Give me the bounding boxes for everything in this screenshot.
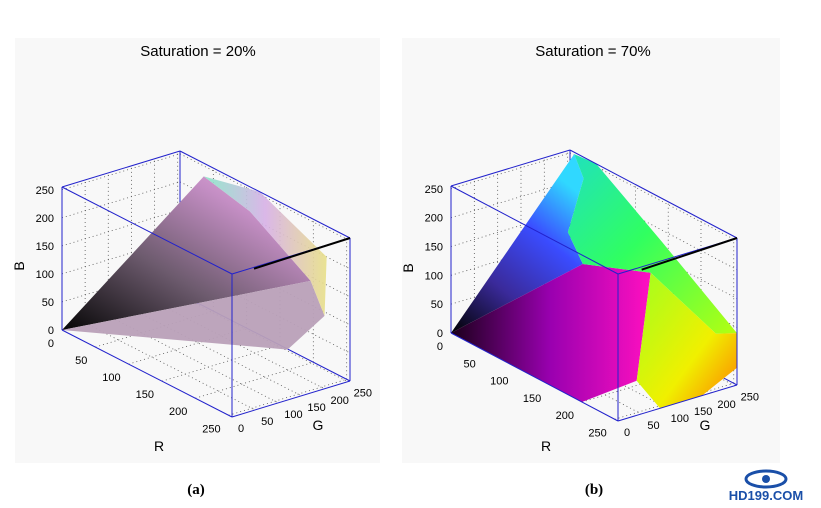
g-tick-label: 200 xyxy=(717,399,735,411)
grid-line xyxy=(450,152,571,190)
b-tick-label: 150 xyxy=(425,242,443,254)
cube-edge xyxy=(617,384,738,422)
cube-front-edges xyxy=(61,150,351,418)
cube-edge xyxy=(231,380,351,418)
r-tick-label: 0 xyxy=(48,338,54,350)
b-tick-label: 0 xyxy=(437,328,443,340)
b-axis-ticks: 0 50 100 150 200 250 xyxy=(425,184,443,340)
g-tick-label: 150 xyxy=(307,402,325,414)
grid-line xyxy=(581,365,702,403)
b-tick-label: 100 xyxy=(425,270,443,282)
g-tick-label: 250 xyxy=(741,392,759,404)
saturation-surface xyxy=(62,176,327,350)
r-tick-label: 100 xyxy=(102,372,120,384)
b-tick-label: 250 xyxy=(36,185,54,197)
g-axis-label: G xyxy=(313,417,324,433)
figure-caption: (a) xyxy=(187,482,205,498)
grid-line xyxy=(228,378,347,416)
figure-caption: (b) xyxy=(585,482,603,498)
cube-edge xyxy=(61,186,233,275)
g-tick-label: 0 xyxy=(238,423,244,435)
grid-line xyxy=(61,153,181,191)
r-tick-label: 150 xyxy=(136,389,154,401)
r-tick-label: 250 xyxy=(588,427,606,439)
cube-edge xyxy=(179,150,351,239)
g-axis-ticks: 0 50 100 150 200 250 xyxy=(624,392,759,439)
chart-panel-1: 0 50 100 150 200 250 0 50 100 150 200 250 0 50 100 150 2… xyxy=(11,38,380,498)
cone-rim xyxy=(203,176,327,316)
cube-edge xyxy=(569,149,738,239)
gray-diagonal-line xyxy=(641,237,738,271)
g-axis-ticks: 0 50 100 150 200 250 xyxy=(238,388,372,435)
r-tick-label: 50 xyxy=(463,358,475,370)
gray-diagonal-line xyxy=(253,237,351,270)
r-axis-ticks: 0 50 100 150 200 250 xyxy=(437,341,607,439)
b-tick-label: 50 xyxy=(42,297,54,309)
chart-title: Saturation = 20% xyxy=(140,43,256,60)
g-tick-label: 250 xyxy=(354,388,372,400)
g-tick-label: 100 xyxy=(284,409,302,421)
cube-edge xyxy=(450,332,619,422)
cone-lower-face xyxy=(62,280,325,350)
r-tick-label: 0 xyxy=(437,341,443,353)
grid-line xyxy=(614,382,734,420)
grid xyxy=(61,151,351,416)
chart-panel-2: 0 50 100 150 200 250 0 50 100 150 200 250 0 50 100 150 2… xyxy=(400,38,780,498)
g-tick-label: 50 xyxy=(261,416,273,428)
cone-yellow-face xyxy=(636,272,737,409)
saturation-surface xyxy=(451,154,737,409)
r-tick-label: 250 xyxy=(202,423,220,435)
eye-logo-icon xyxy=(744,469,788,489)
grid-line xyxy=(61,181,181,219)
cube-edge xyxy=(450,149,571,187)
b-tick-label: 200 xyxy=(36,213,54,225)
grid-line xyxy=(161,344,281,382)
r-tick-label: 100 xyxy=(490,376,508,388)
g-tick-label: 100 xyxy=(671,413,689,425)
grid-line xyxy=(450,181,571,219)
grid-line xyxy=(450,238,571,276)
chart-title: Saturation = 70% xyxy=(535,43,651,60)
grid-line xyxy=(61,209,181,247)
r-axis-label: R xyxy=(154,438,164,454)
grid-line xyxy=(450,267,571,305)
cube-edge xyxy=(450,185,619,275)
cube-edge xyxy=(61,150,181,188)
cone-green-face xyxy=(567,154,737,334)
r-axis-label: R xyxy=(541,438,551,454)
grid-line xyxy=(61,265,181,303)
cone-blue-face xyxy=(451,154,584,333)
r-tick-label: 50 xyxy=(75,355,87,367)
b-axis-label: B xyxy=(11,261,27,270)
b-tick-label: 250 xyxy=(425,184,443,196)
b-axis-label: B xyxy=(400,263,416,272)
b-tick-label: 100 xyxy=(36,269,54,281)
grid-line xyxy=(450,210,571,247)
b-tick-label: 50 xyxy=(431,299,443,311)
r-tick-label: 200 xyxy=(556,410,574,422)
hd199-logo: HD199.COM xyxy=(729,469,803,503)
b-tick-label: 200 xyxy=(425,213,443,225)
r-axis-ticks: 0 50 100 150 200 250 xyxy=(48,338,221,435)
r-tick-label: 150 xyxy=(523,393,541,405)
g-tick-label: 0 xyxy=(624,427,630,439)
b-tick-label: 0 xyxy=(48,325,54,337)
g-tick-label: 200 xyxy=(331,395,349,407)
cube-edge xyxy=(61,329,233,418)
g-axis-label: G xyxy=(700,417,711,433)
grid-line xyxy=(128,327,247,365)
eye-pupil-icon xyxy=(762,475,770,483)
grid-line xyxy=(195,361,314,399)
grid-line xyxy=(61,237,181,275)
cone-magenta-face xyxy=(451,264,651,403)
logo-text: HD199.COM xyxy=(729,488,803,503)
g-tick-label: 50 xyxy=(647,420,659,432)
cone-upper-face xyxy=(62,176,311,330)
g-tick-label: 150 xyxy=(694,406,712,418)
b-axis-ticks: 0 50 100 150 200 250 xyxy=(36,185,54,337)
grid-line xyxy=(95,310,214,348)
b-tick-label: 150 xyxy=(36,241,54,253)
r-tick-label: 200 xyxy=(169,406,187,418)
